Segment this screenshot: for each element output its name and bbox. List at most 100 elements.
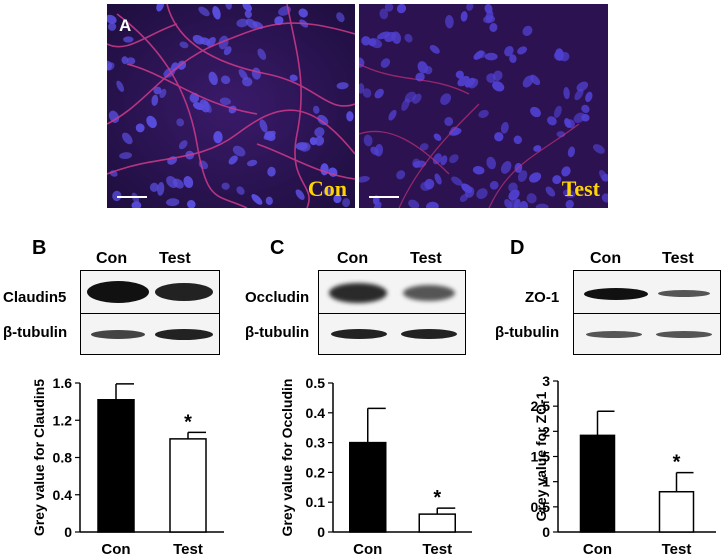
micrograph-label-con: Con (307, 176, 347, 201)
nucleus (121, 56, 129, 65)
nucleus (228, 155, 238, 165)
blot-target (573, 270, 721, 315)
nucleus (581, 113, 590, 122)
nucleus (562, 189, 576, 198)
nucleus (379, 8, 389, 20)
nucleus (236, 186, 245, 195)
bar (418, 513, 456, 533)
nucleus (274, 16, 284, 26)
bar-chart-zo1: 0 0.5 1 1.5 2 2.5 3 Grey value for ZO-1 Con Test * (531, 373, 716, 558)
micrograph-con: A Con (107, 4, 355, 208)
nucleus (388, 109, 397, 121)
band-test (403, 285, 455, 301)
y-tick-label: 0.5 (531, 499, 551, 515)
y-tick-label: 3 (542, 373, 550, 389)
nucleus (444, 117, 454, 126)
nucleus (257, 48, 267, 60)
nucleus (559, 52, 570, 62)
nucleus (183, 176, 194, 188)
y-tick-label: 0 (317, 524, 325, 540)
nucleus (450, 126, 460, 136)
bar (169, 438, 207, 533)
y-tick-label: 0.4 (306, 405, 326, 421)
nucleus (108, 110, 120, 123)
nucleus (535, 203, 549, 208)
x-tick-label: Con (353, 541, 382, 558)
y-axis-label: Grey value for Claudin5 (31, 379, 47, 536)
nucleus (552, 175, 562, 185)
nucleus (159, 88, 167, 99)
lane-label-con: Con (337, 250, 369, 267)
nucleus (363, 134, 373, 147)
nucleus (489, 180, 499, 190)
bar (658, 490, 695, 533)
protein-label-target: Claudin5 (3, 289, 67, 306)
nucleus (424, 178, 435, 190)
protein-label-loading: β-tubulin (495, 324, 560, 341)
y-tick-label: 2 (542, 423, 550, 439)
nucleus (289, 74, 298, 82)
nucleus (440, 155, 448, 166)
nucleus (533, 145, 542, 152)
nucleus (336, 12, 345, 23)
nucleus (530, 106, 541, 118)
nucleus (494, 132, 504, 142)
band-test (155, 283, 213, 301)
nucleus (199, 99, 210, 113)
y-axis-label: Grey value for ZO-1 (533, 391, 549, 521)
nucleus (451, 176, 463, 186)
y-tick-label: 0.2 (306, 464, 326, 480)
nucleus (426, 201, 439, 208)
nucleus (232, 145, 246, 157)
nucleus (151, 94, 159, 106)
nucleus (206, 36, 216, 48)
nucleus (509, 197, 519, 208)
y-tick-label: 0 (542, 524, 550, 540)
y-tick-label: 0 (64, 524, 72, 540)
nucleus (131, 192, 140, 204)
nucleus (298, 8, 308, 18)
lane-label-test: Test (662, 250, 694, 267)
nucleus (166, 198, 180, 207)
nucleus (526, 193, 537, 204)
nucleus (153, 86, 162, 95)
nucleus (513, 135, 523, 145)
y-tick-label: 0.8 (53, 450, 73, 466)
y-tick-label: 0.4 (53, 487, 73, 503)
nucleus (484, 52, 498, 61)
x-tick-label: Test (662, 541, 692, 558)
nucleus (576, 81, 589, 92)
panel-label-b: B (32, 237, 47, 259)
nucleus (478, 109, 489, 118)
nucleus (522, 75, 534, 88)
band-con (87, 281, 149, 303)
nucleus (519, 201, 529, 208)
nucleus (500, 121, 509, 134)
nucleus (508, 182, 518, 193)
nucleus (517, 170, 528, 182)
nucleus (563, 87, 570, 100)
nucleus (295, 189, 305, 200)
lane-label-con: Con (96, 250, 128, 267)
nucleus (238, 69, 248, 80)
nucleus (484, 4, 493, 14)
nucleus (333, 194, 342, 204)
nucleus (547, 116, 557, 126)
nucleus (246, 159, 258, 167)
nucleus (561, 166, 571, 177)
y-tick-label: 2.5 (531, 398, 551, 414)
micrograph-test-image (359, 4, 608, 208)
bar-chart-claudin5: 0 0.4 0.8 1.2 1.6 Grey value for Claudin5 Con T… (31, 375, 224, 558)
nucleus (187, 199, 196, 208)
nucleus (336, 82, 349, 90)
x-tick-label: Con (583, 541, 612, 558)
band-test (401, 329, 457, 339)
nucleus (517, 46, 528, 55)
band-test (155, 329, 213, 340)
nucleus (545, 186, 556, 197)
nucleus (455, 70, 464, 79)
nucleus (466, 4, 474, 11)
nucleus (433, 133, 442, 141)
nucleus (457, 75, 470, 87)
nucleus (585, 91, 593, 103)
